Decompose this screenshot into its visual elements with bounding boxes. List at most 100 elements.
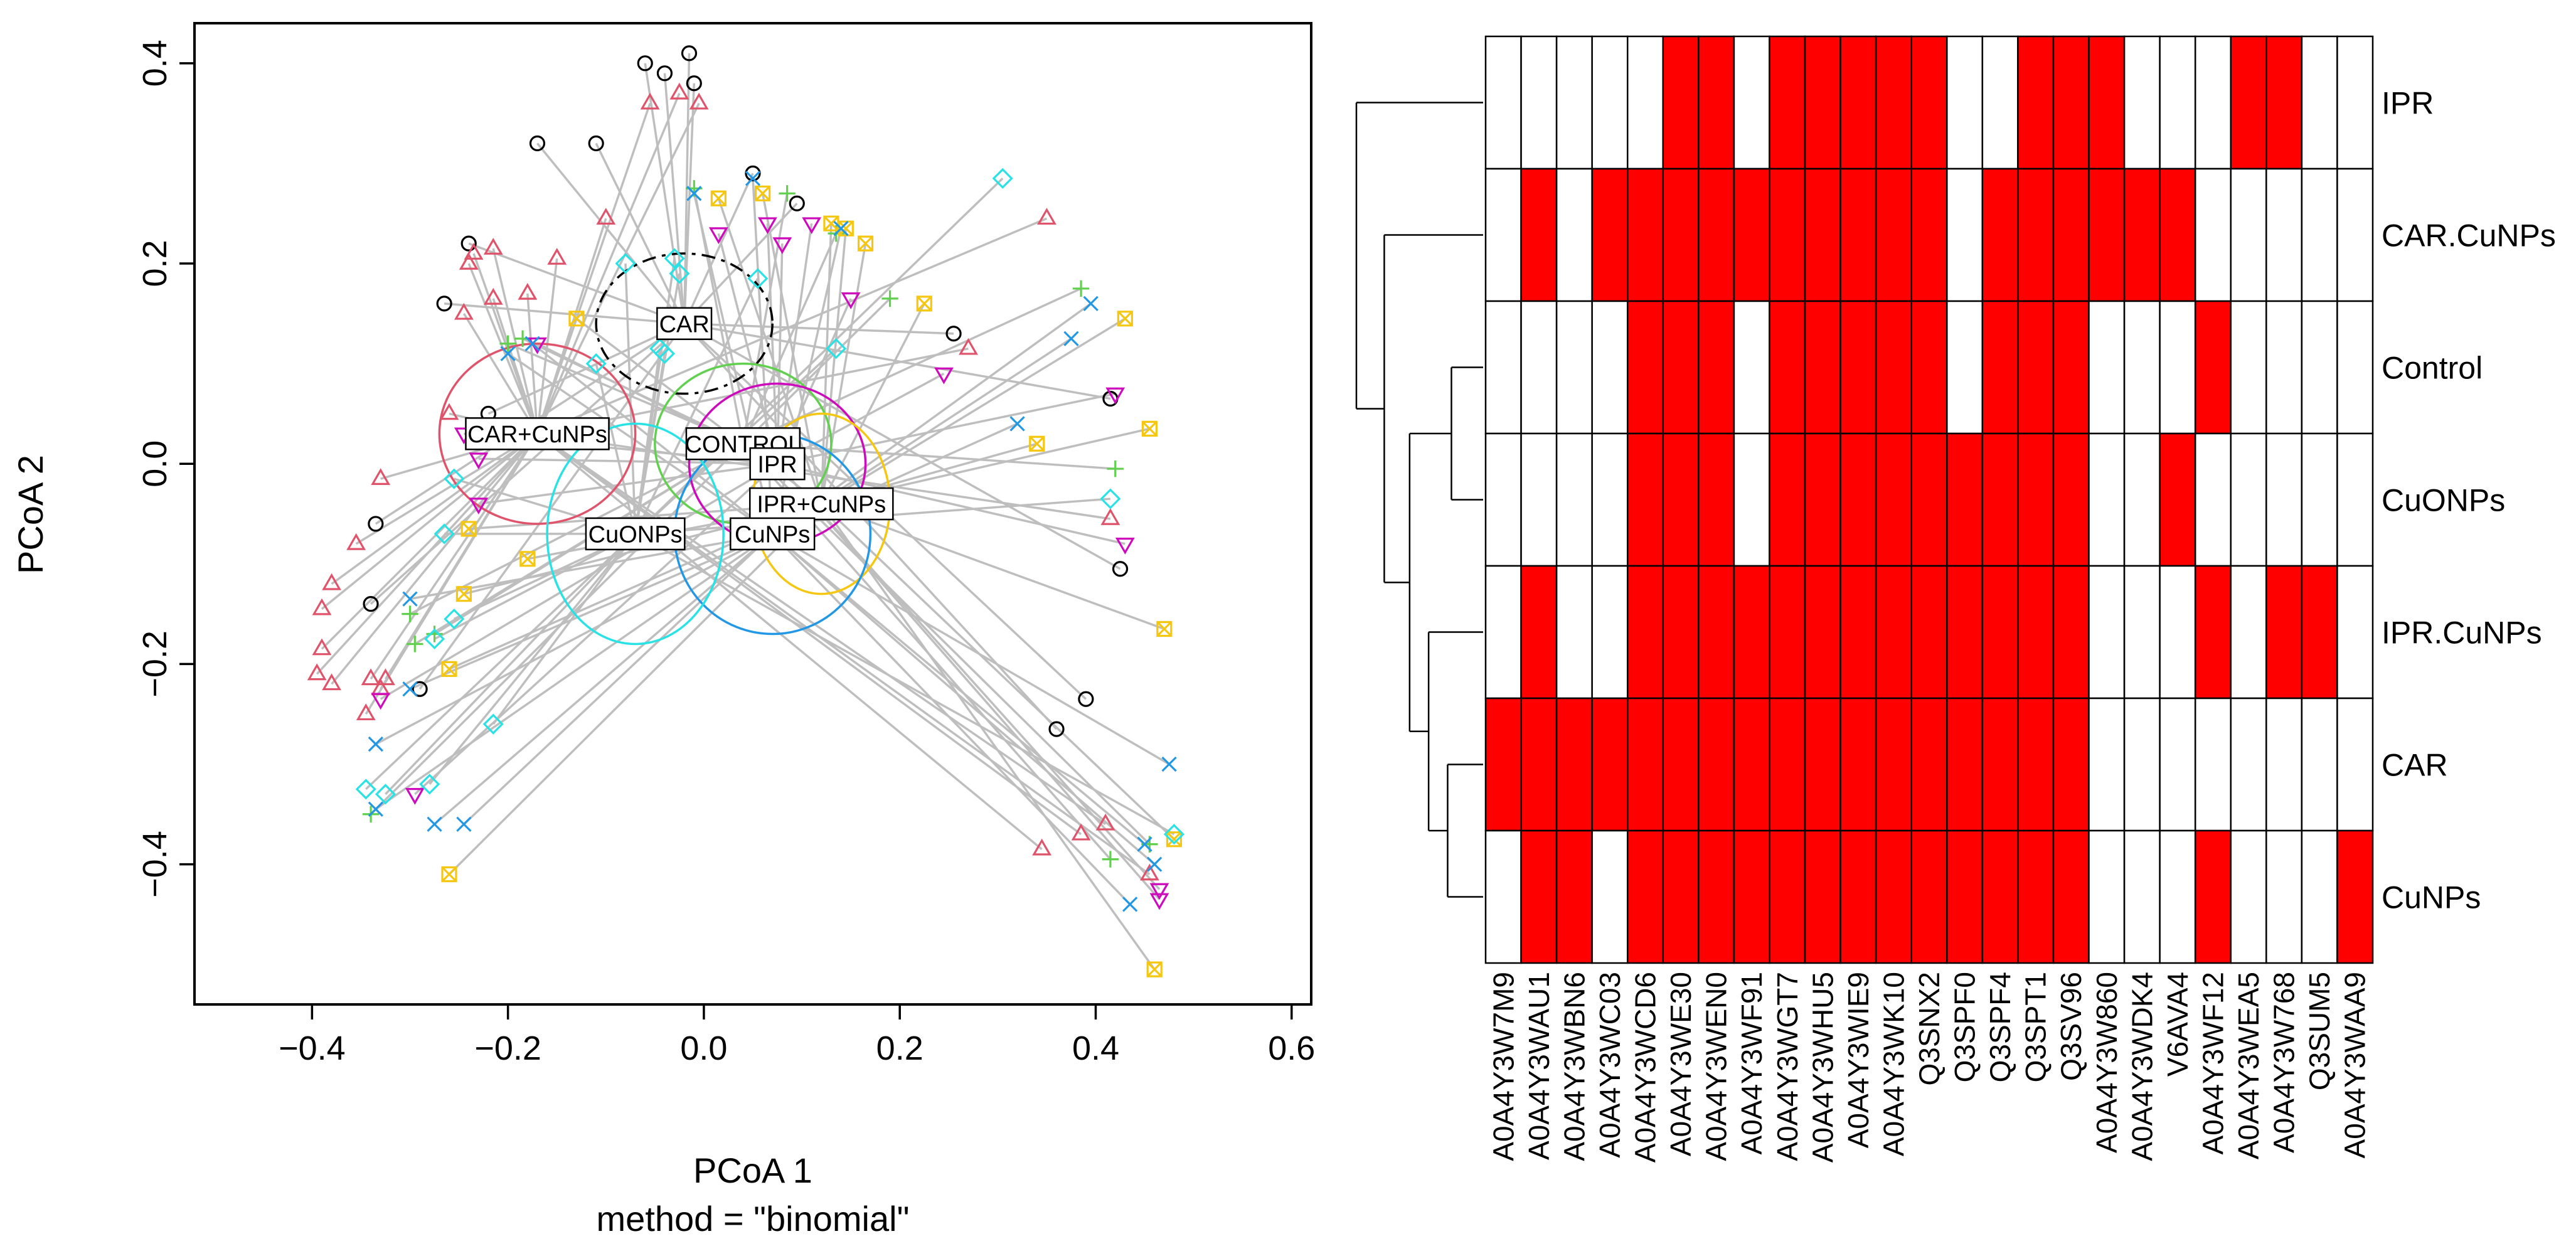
- spoke-car-cunps: [331, 433, 538, 685]
- heatmap-cell: [1698, 168, 1735, 302]
- heatmap-cell: [2194, 168, 2232, 302]
- heatmap-column-label: Q3SPT1: [2020, 972, 2052, 1082]
- heatmap-cell: [1910, 168, 1948, 302]
- spoke-cuonps: [634, 178, 1004, 535]
- heatmap-cell: [1804, 35, 1841, 170]
- spoke-cunps: [772, 533, 1146, 845]
- point-car-cunps: [689, 92, 709, 110]
- heatmap-cell: [2230, 697, 2267, 832]
- point-ipr-cunps: [916, 295, 932, 312]
- point-ipr-cunps: [441, 866, 457, 883]
- heatmap-cell: [1981, 168, 2019, 302]
- spoke-car-cunps: [536, 102, 700, 435]
- heatmap-column-labels: A0A4Y3W7M9 A0A4Y3WAU1 A0A4Y3WBN6 A0A4Y3WC03…: [1487, 972, 2371, 1163]
- spoke-ipr: [776, 243, 784, 464]
- heatmap-cell: [1662, 300, 1700, 435]
- heatmap-cell: [1875, 168, 1912, 302]
- heatmap-column-label: A0A4Y3WC03: [1594, 972, 1626, 1158]
- heatmap-cell: [2230, 35, 2267, 170]
- heatmap-cell: [2194, 35, 2232, 170]
- spoke-ipr-cunps: [761, 193, 823, 504]
- ellipse-car: [595, 252, 774, 395]
- heatmap-cell: [2123, 35, 2161, 170]
- point-car-cunps: [1071, 823, 1091, 841]
- heatmap-cell: [2265, 300, 2303, 435]
- heatmap-cell: [1484, 168, 1522, 302]
- heatmap-cell: [1981, 829, 2019, 964]
- point-ipr-cunps: [460, 521, 477, 537]
- point-car-cunps: [640, 92, 660, 110]
- heatmap-cell: [2088, 432, 2126, 567]
- heatmap-cell: [2336, 300, 2374, 435]
- heatmap-cell: [1910, 565, 1948, 700]
- heatmap-cell: [1769, 565, 1806, 700]
- heatmap-cell: [1662, 168, 1700, 302]
- group-label-box: [749, 447, 806, 481]
- point-ipr: [802, 217, 822, 235]
- x-tick-label: 0.6: [1268, 1030, 1315, 1067]
- point-car-cunps: [959, 338, 978, 355]
- point-car: [945, 326, 962, 342]
- point-ipr: [1149, 883, 1169, 900]
- heatmap-cell: [2265, 565, 2303, 700]
- heatmap-cell: [1662, 565, 1700, 700]
- point-cuonps: [375, 784, 397, 805]
- heatmap-cell: [1769, 35, 1806, 170]
- heatmap-cell: [2336, 697, 2374, 832]
- point-cuonps: [826, 338, 847, 359]
- x-tick-label: −0.2: [474, 1030, 541, 1067]
- heatmap-cell: [2194, 300, 2232, 435]
- point-ipr-cunps: [1141, 420, 1158, 437]
- point-cuonps: [444, 468, 465, 489]
- spoke-car: [683, 173, 754, 324]
- spoke-control: [409, 442, 744, 615]
- spoke-car-cunps: [536, 432, 1043, 850]
- heatmap-cell: [2336, 565, 2374, 700]
- heatmap-cell: [1520, 432, 1558, 567]
- point-cunps: [833, 221, 849, 237]
- point-cuonps: [444, 609, 465, 630]
- point-car: [588, 135, 604, 152]
- group-label-ipr-cunps: IPR+CuNPs: [749, 487, 894, 521]
- point-cunps: [1009, 416, 1025, 432]
- heatmap-cell: [1626, 432, 1664, 567]
- heatmap-cell: [1662, 829, 1700, 964]
- spoke-car-cunps: [380, 433, 538, 690]
- spoke-ipr-cunps: [820, 503, 1156, 971]
- heatmap-column-label: A0A4Y3WCD6: [1629, 972, 1662, 1163]
- point-car-cunps: [322, 573, 342, 590]
- heatmap-cell: [1946, 300, 1984, 435]
- heatmap-column-label: A0A4Y3WBN6: [1558, 972, 1590, 1161]
- spoke-cuonps: [634, 353, 666, 535]
- group-label-text: CuONPs: [588, 522, 683, 548]
- heatmap-cell: [1981, 697, 2019, 832]
- heatmap-cell: [1555, 565, 1593, 700]
- heatmap-cell: [1591, 432, 1629, 567]
- spoke-car: [684, 322, 1111, 400]
- group-label-cunps: CuNPs: [730, 517, 816, 551]
- heatmap-cell: [1804, 432, 1841, 567]
- point-control: [407, 636, 423, 652]
- heatmap-cell: [2336, 168, 2374, 302]
- point-car: [745, 165, 761, 181]
- heatmap-cell: [1946, 697, 1984, 832]
- point-control: [402, 605, 418, 622]
- heatmap-column-label: Q3SNX2: [1913, 972, 1945, 1086]
- spoke-car: [418, 322, 686, 690]
- group-label-box: [730, 517, 816, 551]
- point-cuonps: [615, 253, 636, 274]
- y-tick-label: −0.2: [136, 631, 174, 698]
- pcoa-x-label: PCoA 1: [693, 1151, 812, 1190]
- heatmap-column-label: A0A4Y3WEN0: [1700, 972, 1733, 1161]
- heatmap-row-label: Control: [2382, 351, 2483, 386]
- heatmap-cell: [1591, 565, 1629, 700]
- point-car: [1112, 561, 1129, 577]
- x-tick-label: 0.2: [876, 1030, 923, 1067]
- spoke-ipr-cunps: [448, 503, 822, 875]
- heatmap-cell: [2052, 168, 2090, 302]
- pcoa-points: [307, 45, 1184, 977]
- heatmap-cell: [1555, 168, 1593, 302]
- point-car: [1048, 721, 1065, 737]
- point-ipr-cunps: [857, 235, 874, 252]
